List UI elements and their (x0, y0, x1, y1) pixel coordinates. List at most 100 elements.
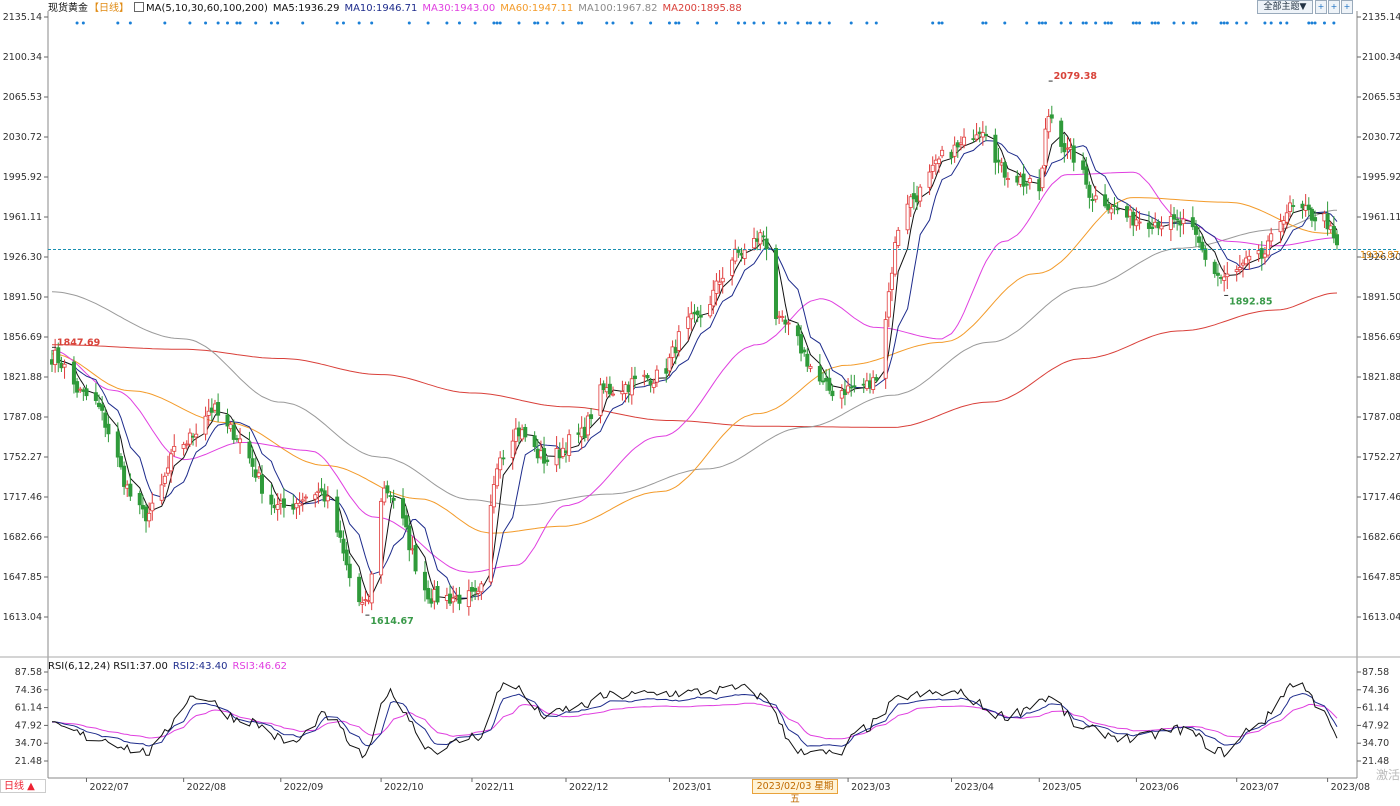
candle (1269, 227, 1274, 248)
candlestick-series[interactable] (50, 105, 1340, 616)
candle-body (115, 431, 120, 458)
annotation-label: 2079.38 (1054, 71, 1098, 82)
candle (908, 194, 913, 217)
candle-body (234, 438, 239, 440)
signal-dot (495, 21, 499, 25)
period-tab[interactable]: 日线 ▲ (0, 779, 46, 793)
candle (821, 372, 826, 385)
candle (714, 273, 719, 306)
candle (598, 377, 603, 424)
candle-body (601, 383, 606, 391)
candle (366, 594, 371, 605)
candle-body (247, 441, 252, 459)
candle-body (78, 388, 83, 391)
candle (795, 322, 800, 346)
candle-body (936, 158, 941, 164)
candle-body (1309, 208, 1314, 221)
candle-body (538, 450, 543, 458)
candle-body (852, 385, 857, 388)
candle (488, 494, 493, 586)
candle-body (294, 503, 299, 509)
signal-dot (777, 21, 781, 25)
candle-body (1269, 233, 1274, 242)
candle-body (720, 277, 725, 283)
candle-body (1262, 253, 1267, 258)
candle (852, 374, 857, 393)
candle (805, 348, 810, 372)
candle (181, 441, 186, 456)
candle (147, 502, 152, 528)
rsi-tick-label-right: 47.92 (1362, 720, 1389, 731)
candle-body (817, 366, 822, 382)
theme-dropdown[interactable]: 全部主题▼ (1257, 0, 1313, 14)
signal-dot (561, 21, 565, 25)
candle (203, 406, 208, 441)
candle (1331, 216, 1336, 244)
candle-body (1112, 205, 1117, 207)
candle-body (955, 142, 960, 148)
rsi-tick-label-left: 74.36 (15, 685, 42, 696)
candle (401, 488, 406, 526)
candle (1087, 181, 1092, 209)
candle-body (773, 248, 778, 319)
candle-body (162, 475, 167, 484)
candle (1291, 199, 1296, 214)
signal-dot (473, 21, 477, 25)
candle-body (1203, 248, 1208, 260)
ma30-value: MA30:1943.00 (422, 3, 496, 14)
candle (654, 365, 659, 388)
candle (1322, 210, 1327, 229)
candle (322, 483, 327, 508)
candle (172, 434, 177, 457)
candle (476, 586, 481, 601)
price-tick-label-right: 2100.34 (1362, 52, 1400, 63)
candle-body (50, 359, 55, 365)
signal-dot (216, 21, 220, 25)
time-tick-label: 2022/12 (569, 782, 608, 793)
candle (864, 372, 869, 391)
ma200-value: MA200:1895.88 (662, 3, 742, 14)
candle-body (761, 235, 766, 238)
signal-dot (984, 21, 988, 25)
candle-body (272, 505, 277, 509)
candle (896, 227, 901, 249)
candle (1065, 136, 1070, 159)
candle-body (896, 229, 901, 246)
rsi-axis: 87.58 87.58 74.36 74.36 61.14 61.14 47.92 47.92… (15, 667, 1389, 767)
ma-legend-icon[interactable] (134, 2, 144, 12)
period-label[interactable]: 【日线】 (89, 3, 129, 14)
ma-title: MA(5,10,30,60,100,200) (146, 3, 268, 14)
candle-body (203, 415, 208, 435)
candle-body (651, 382, 656, 388)
signal-dot (226, 21, 230, 25)
signal-dot (1263, 21, 1267, 25)
candle-body (225, 414, 230, 427)
candle (206, 398, 211, 426)
candle-body (958, 142, 963, 145)
candle (667, 353, 672, 376)
candle (799, 325, 804, 362)
candle (1266, 235, 1271, 258)
signal-dot (1156, 21, 1160, 25)
candle-body (545, 459, 550, 463)
candle (125, 480, 130, 497)
candle-body (827, 377, 832, 391)
candle-body (839, 390, 844, 399)
candle (269, 483, 274, 515)
candle-body (426, 587, 431, 600)
candle-body (689, 313, 694, 320)
candle (915, 185, 920, 210)
candle (1193, 219, 1198, 247)
candle-body (1046, 116, 1051, 133)
settings-button[interactable]: + (1341, 0, 1353, 14)
signal-dot (805, 21, 809, 25)
signal-dot (269, 21, 273, 25)
candle (413, 542, 418, 575)
candle-body (313, 494, 318, 500)
candle-body (582, 426, 587, 438)
zoom-in-button[interactable]: + (1315, 0, 1327, 14)
candle (1062, 134, 1067, 163)
candle (1027, 174, 1032, 190)
zoom-out-button[interactable]: + (1328, 0, 1340, 14)
